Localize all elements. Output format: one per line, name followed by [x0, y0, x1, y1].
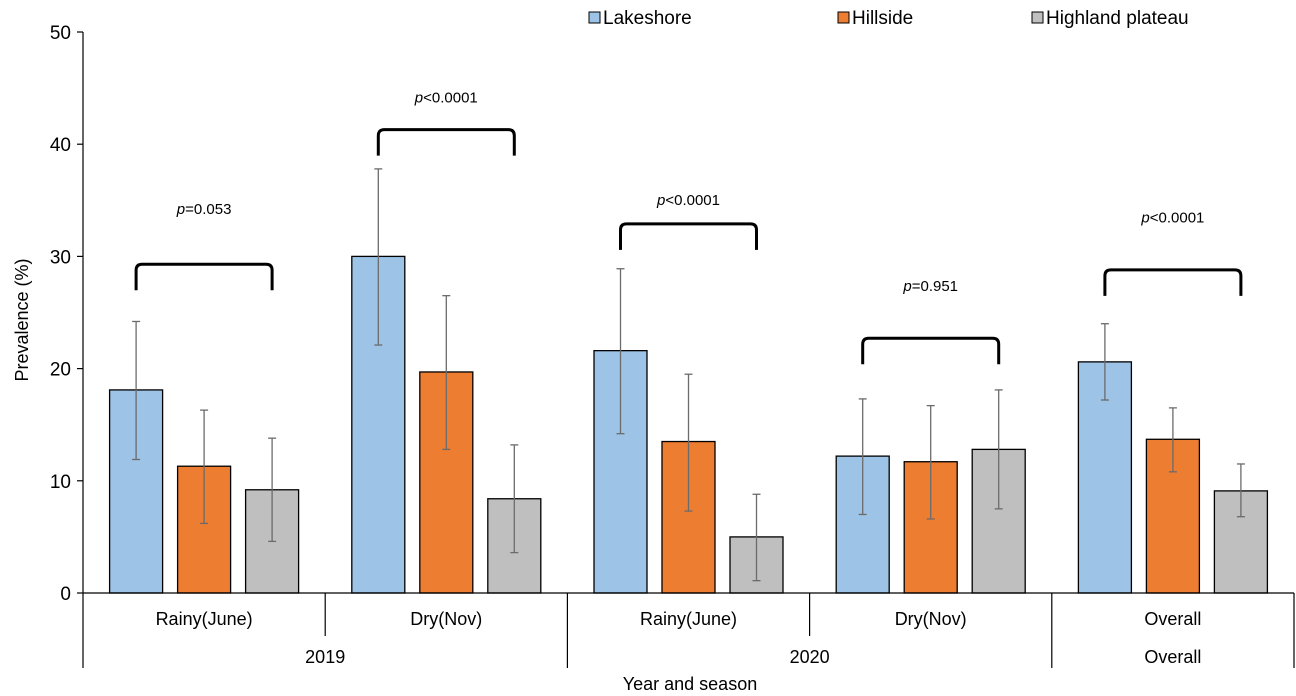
legend-swatch [588, 11, 601, 24]
x-group-label: 2020 [790, 647, 830, 667]
y-tick-label: 0 [60, 584, 71, 605]
error-bars [132, 168, 1245, 582]
significance-bracket [861, 336, 1001, 365]
x-category-label: Dry(Nov) [410, 609, 482, 629]
p-value-annotations: p=0.053 p<0.0001 p<0.0001 p=0.951 p<0.0001 [134, 90, 1243, 365]
y-axis: 0 10 20 30 40 50 [50, 23, 84, 605]
significance-bracket [619, 222, 758, 250]
y-axis-title: Prevalence (%) [12, 258, 32, 381]
bar [419, 371, 474, 594]
y-tick-label: 10 [50, 472, 71, 493]
p-value-label: p<0.0001 [414, 90, 478, 107]
legend-swatch [837, 11, 850, 24]
x-category-label: Rainy(June) [156, 609, 253, 629]
p-value-label: p<0.0001 [656, 192, 720, 209]
legend-label: Highland plateau [1046, 8, 1189, 29]
y-tick-label: 40 [50, 135, 71, 156]
y-tick-label: 50 [50, 23, 71, 44]
x-group-label: Overall [1144, 647, 1201, 667]
legend-label: Hillside [852, 8, 913, 29]
p-value-label: p<0.0001 [1140, 210, 1204, 227]
x-category-label: Overall [1144, 609, 1201, 629]
significance-bracket [1103, 268, 1243, 296]
significance-bracket [376, 128, 516, 156]
y-tick-label: 20 [50, 360, 71, 381]
x-group-label: 2019 [305, 647, 345, 667]
legend: Lakeshore Hillside Highland plateau [588, 8, 1189, 29]
x-category-label: Rainy(June) [640, 609, 737, 629]
legend-label: Lakeshore [603, 8, 692, 29]
bar [661, 440, 716, 594]
legend-swatch [1031, 11, 1044, 24]
x-axis: Rainy(June) Dry(Nov) Rainy(June) Dry(Nov) Ov… [82, 592, 1295, 668]
x-axis-title: Year and season [623, 674, 757, 694]
p-value-label: p=0.053 [176, 201, 232, 218]
x-category-label: Dry(Nov) [895, 609, 967, 629]
significance-bracket [134, 262, 274, 291]
y-tick-label: 30 [50, 247, 71, 268]
p-value-label: p=0.951 [902, 278, 958, 295]
